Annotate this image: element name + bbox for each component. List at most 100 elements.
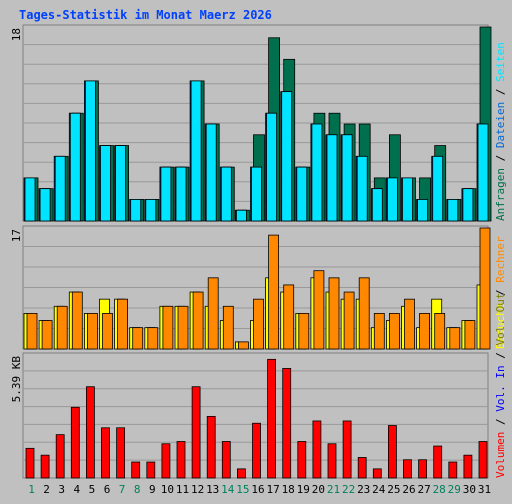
chart-title: Tages-Statistik im Monat Maerz 2026 xyxy=(19,8,272,22)
bar-seiten-day-3 xyxy=(54,155,66,222)
legend-dateien: Dateien xyxy=(494,102,507,148)
bar-seiten-day-5 xyxy=(85,80,96,222)
day-label-8: 8 xyxy=(134,483,141,496)
day-label-3: 3 xyxy=(58,483,65,496)
day-label-14: 14 xyxy=(221,483,235,496)
legend-separator: / xyxy=(494,412,507,432)
bar-rechner-day-17 xyxy=(268,234,280,350)
bar-rechner-day-16 xyxy=(253,298,264,350)
bar-rechner-day-3 xyxy=(56,305,68,350)
bar-rechner-day-6 xyxy=(102,313,113,350)
day-label-26: 26 xyxy=(402,483,415,496)
bar-rechner-day-14 xyxy=(222,305,234,350)
bar-volumen-day-11 xyxy=(176,441,186,479)
day-label-31: 31 xyxy=(478,483,491,496)
bar-rechner-day-18 xyxy=(283,284,295,350)
bar-rechner-day-10 xyxy=(162,305,174,350)
bar-rechner-day-20 xyxy=(313,270,325,350)
bar-volumen-day-6 xyxy=(101,427,110,479)
day-label-11: 11 xyxy=(176,483,189,496)
bar-volumen-day-24 xyxy=(372,468,382,479)
panel-3-legend: Volumen / Vol. In / Vol. Out xyxy=(494,293,507,478)
bar-volumen-day-27 xyxy=(418,459,428,479)
day-label-17: 17 xyxy=(266,483,279,496)
bar-volumen-day-31 xyxy=(478,441,488,479)
bar-seiten-day-28 xyxy=(432,155,444,222)
day-label-12: 12 xyxy=(191,483,204,496)
bar-seiten-day-17 xyxy=(266,112,278,222)
bar-rechner-day-15 xyxy=(237,341,249,350)
day-label-15: 15 xyxy=(236,483,249,496)
legend-separator: / xyxy=(494,283,507,303)
bar-volumen-day-17 xyxy=(267,358,277,479)
bar-volumen-day-16 xyxy=(252,422,261,479)
panel-1-legend: Anfragen / Dateien / Seiten xyxy=(494,42,507,221)
bar-volumen-day-8 xyxy=(131,461,141,479)
bar-rechner-day-27 xyxy=(419,313,431,350)
bar-seiten-day-12 xyxy=(190,80,202,222)
bar-seiten-day-25 xyxy=(386,177,398,222)
bar-volumen-day-23 xyxy=(357,457,367,479)
day-label-29: 29 xyxy=(448,483,461,496)
bar-volumen-day-28 xyxy=(433,445,443,479)
day-label-19: 19 xyxy=(297,483,310,496)
bar-seiten-day-14 xyxy=(220,166,232,222)
bar-seiten-day-26 xyxy=(402,177,413,222)
legend-vol-in: Vol. In xyxy=(494,365,507,411)
bar-rechner-day-28 xyxy=(434,313,446,350)
day-label-6: 6 xyxy=(104,483,111,496)
bar-rechner-day-31 xyxy=(479,227,491,350)
bar-seiten-day-8 xyxy=(130,199,142,222)
bar-seiten-day-4 xyxy=(69,112,81,222)
bar-seiten-day-24 xyxy=(371,188,383,222)
legend-separator: / xyxy=(494,148,507,168)
bar-volumen-day-29 xyxy=(448,461,458,479)
bar-volumen-day-14 xyxy=(221,441,231,479)
legend-separator: / xyxy=(494,346,507,366)
day-label-23: 23 xyxy=(357,483,370,496)
bar-volumen-day-18 xyxy=(282,368,292,479)
day-label-28: 28 xyxy=(433,483,446,496)
bar-seiten-day-6 xyxy=(100,145,111,222)
bar-volumen-day-12 xyxy=(191,386,201,479)
bar-seiten-day-21 xyxy=(326,134,338,222)
day-label-30: 30 xyxy=(463,483,476,496)
bar-rechner-day-11 xyxy=(177,305,189,350)
day-label-2: 2 xyxy=(43,483,50,496)
bar-rechner-day-12 xyxy=(192,291,204,350)
bar-seiten-day-20 xyxy=(311,123,323,222)
bar-seiten-day-1 xyxy=(24,177,36,222)
bar-rechner-day-5 xyxy=(87,313,98,350)
panel-2-max-label: 17 xyxy=(10,229,23,242)
bar-rechner-day-26 xyxy=(404,298,415,350)
panel-2-legend: Besuche / Rechner xyxy=(494,236,507,349)
bar-volumen-day-7 xyxy=(116,427,125,479)
panel-3-max-label: 5.39 KB xyxy=(10,356,23,403)
bar-volumen-day-15 xyxy=(236,468,246,479)
bar-rechner-day-30 xyxy=(464,320,476,350)
bar-rechner-day-9 xyxy=(147,327,159,350)
bar-rechner-day-23 xyxy=(358,277,370,350)
bar-seiten-day-27 xyxy=(417,199,429,222)
day-label-4: 4 xyxy=(73,483,80,496)
bar-volumen-day-1 xyxy=(25,447,35,479)
bar-seiten-day-19 xyxy=(296,166,308,222)
legend-rechner: Rechner xyxy=(494,236,507,283)
legend-besuche: Besuche xyxy=(494,303,507,349)
bar-volumen-day-10 xyxy=(161,443,171,479)
bar-seiten-day-31 xyxy=(477,123,489,222)
bar-volumen-day-19 xyxy=(297,441,307,479)
day-label-22: 22 xyxy=(342,483,355,496)
day-label-21: 21 xyxy=(327,483,340,496)
bar-rechner-day-8 xyxy=(132,327,144,350)
bar-seiten-day-9 xyxy=(145,199,157,222)
panel-1-max-label: 18 xyxy=(10,28,23,41)
legend-vol-out: Vol. Out xyxy=(494,293,507,346)
day-label-27: 27 xyxy=(417,483,430,496)
day-label-13: 13 xyxy=(206,483,219,496)
day-label-18: 18 xyxy=(282,483,295,496)
day-label-9: 9 xyxy=(149,483,156,496)
day-label-10: 10 xyxy=(161,483,174,496)
bar-rechner-day-22 xyxy=(343,291,355,350)
